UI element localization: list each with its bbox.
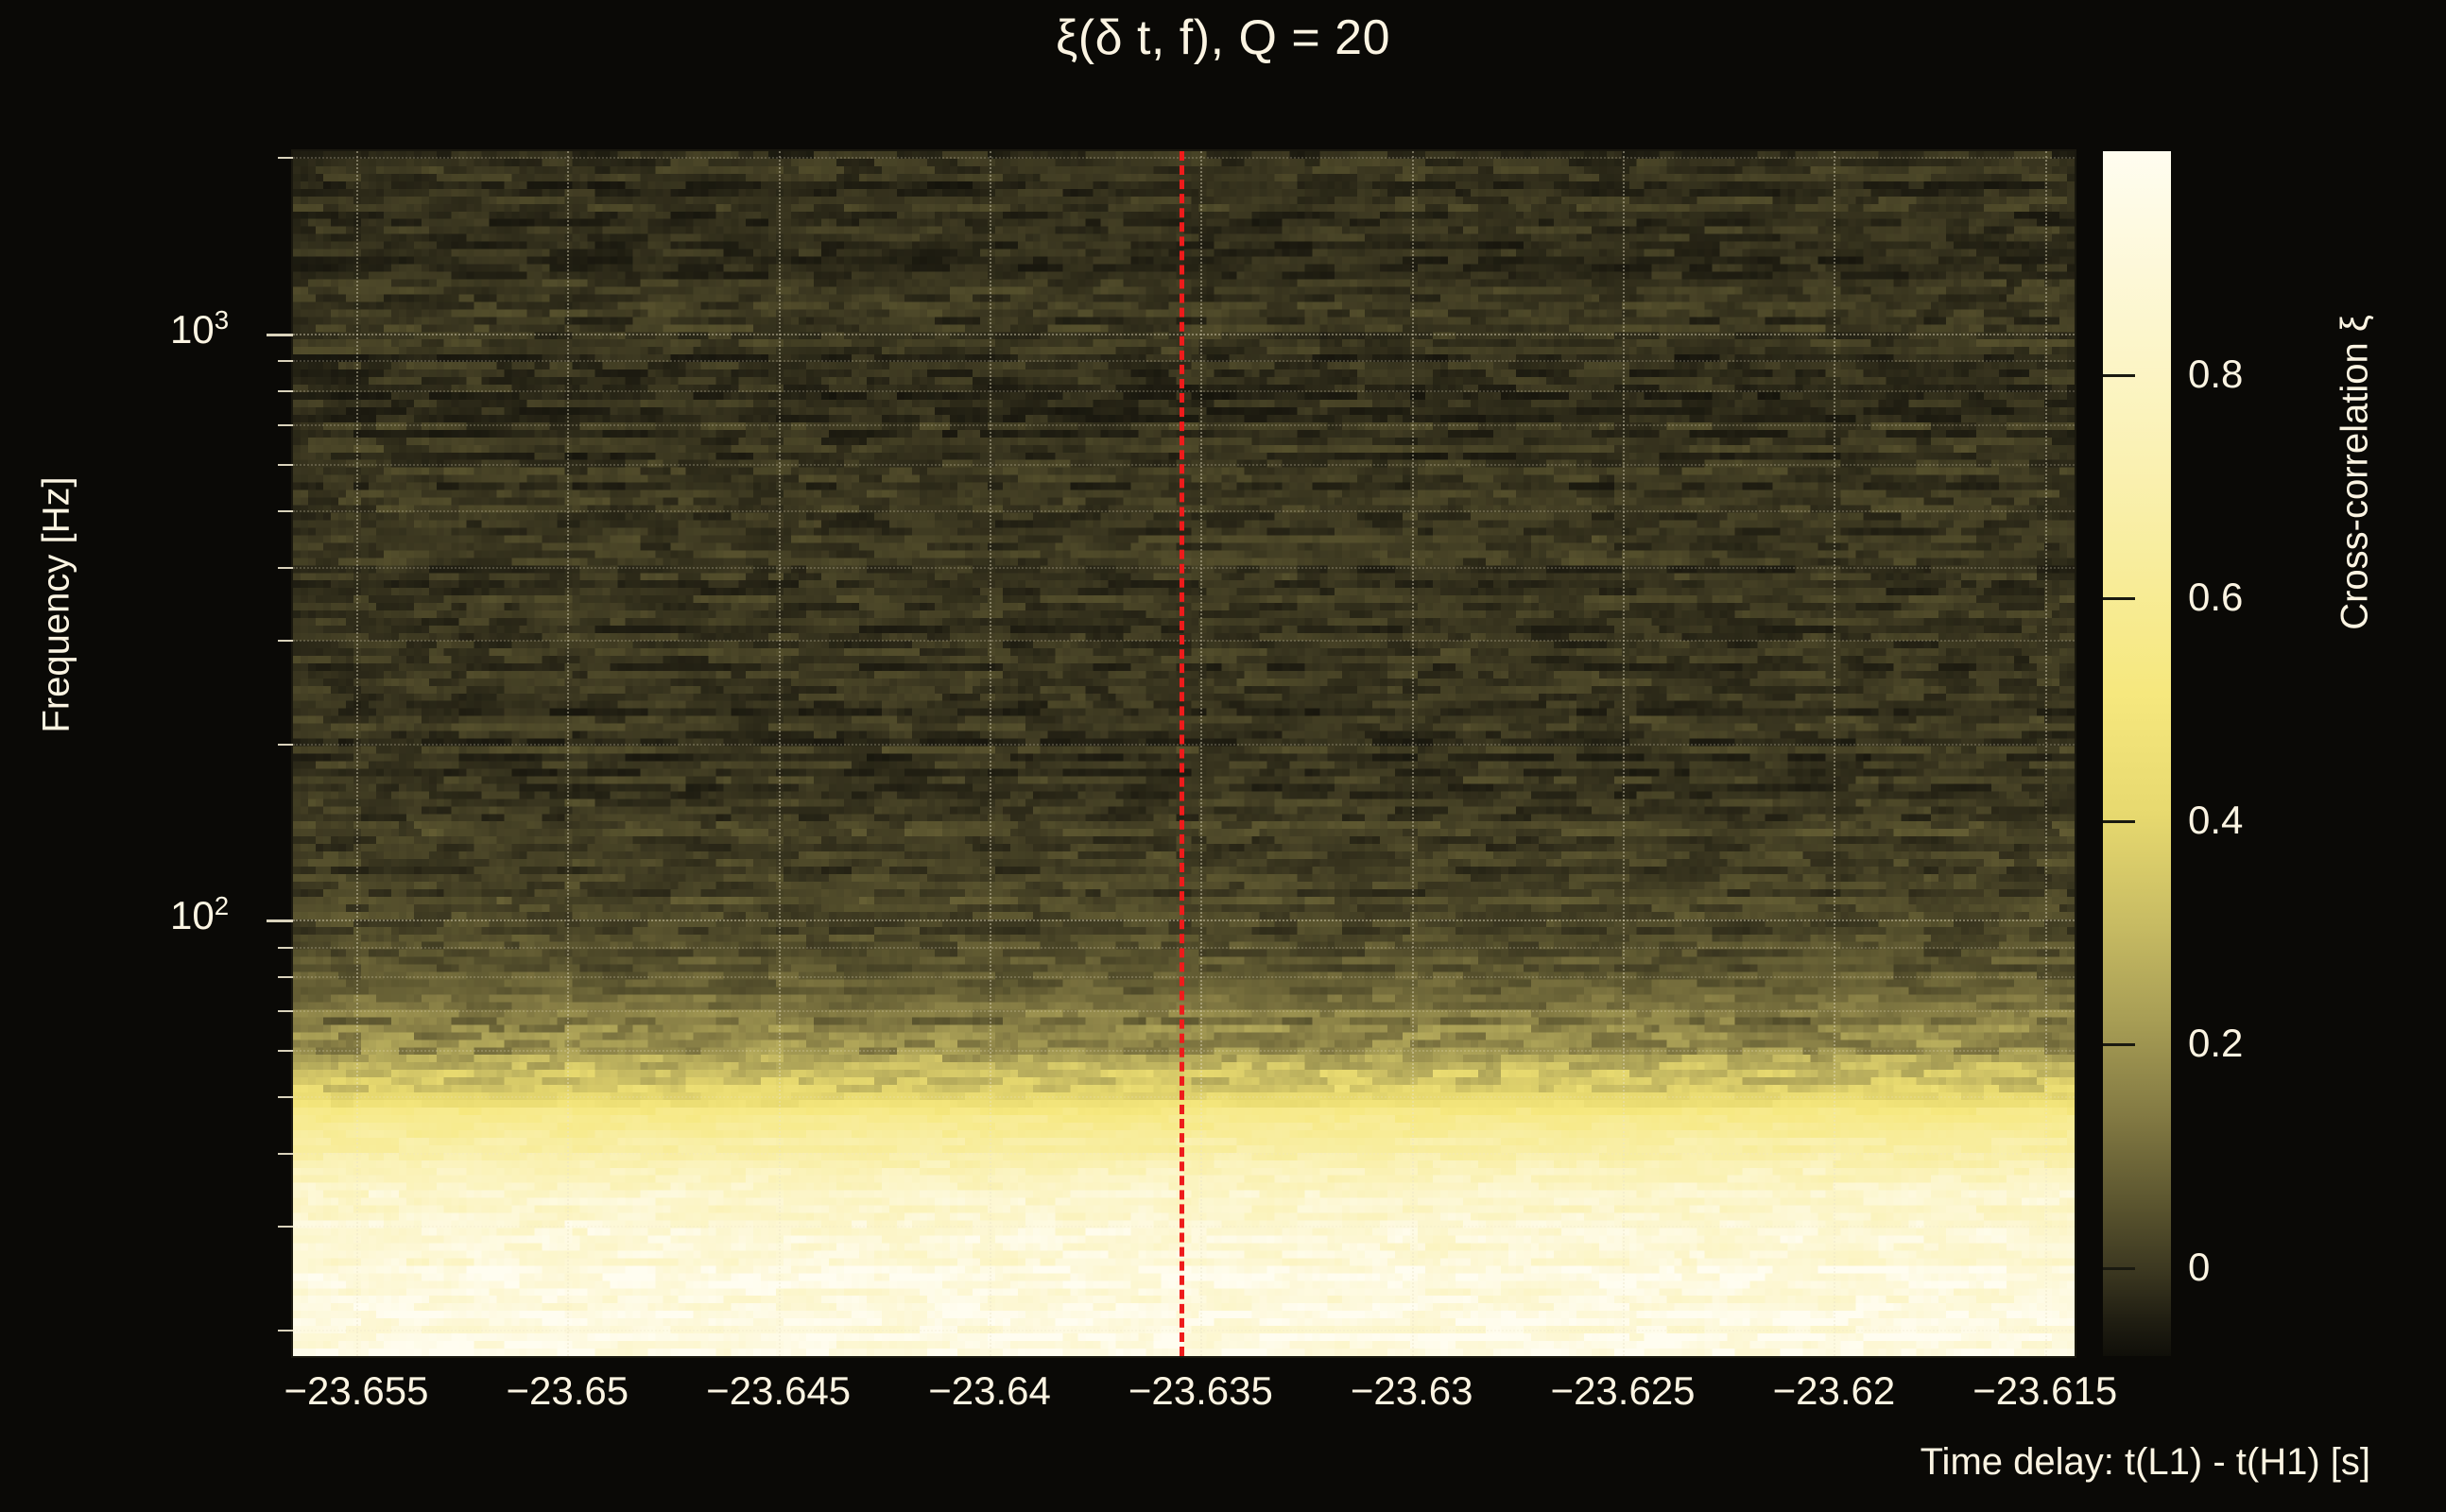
y-tick-mark-minor <box>278 919 293 922</box>
colorbar-tick-label: 0.8 <box>2188 352 2244 397</box>
colorbar-title: Cross-correlation ξ <box>2334 315 2376 630</box>
y-tick-mark-minor <box>278 463 293 466</box>
y-tick-mark-minor <box>278 1226 293 1228</box>
colorbar-tick-label: 0.6 <box>2188 575 2244 620</box>
y-tick-mark-minor <box>278 976 293 979</box>
y-tick-exponent: 3 <box>214 305 230 335</box>
x-tick-label: −23.635 <box>1128 1368 1273 1413</box>
colorbar-tick-mark <box>2103 1266 2135 1270</box>
x-tick-label: −23.625 <box>1550 1368 1696 1413</box>
x-tick-label: −23.615 <box>1972 1368 2118 1413</box>
colorbar-tick-label: 0 <box>2188 1244 2211 1289</box>
x-tick-label: −23.655 <box>284 1368 429 1413</box>
y-tick-mantissa: 10 <box>170 893 215 938</box>
y-tick-mark-minor <box>278 566 293 569</box>
y-tick-mantissa: 10 <box>170 307 215 352</box>
y-tick-mark-minor <box>278 1329 293 1332</box>
x-tick-label: −23.63 <box>1350 1368 1473 1413</box>
y-axis-label: Frequency [Hz] <box>35 476 78 733</box>
y-tick-mark-minor <box>278 334 293 336</box>
y-tick-mark-minor <box>278 1152 293 1155</box>
y-tick-mark-minor <box>278 424 293 427</box>
heatmap-image <box>293 151 2075 1356</box>
y-tick-mark-minor <box>278 1049 293 1052</box>
y-tick-label: 103 <box>170 305 229 352</box>
heatmap-plot-area[interactable] <box>293 151 2075 1356</box>
y-tick-mark-minor <box>278 640 293 643</box>
colorbar-tick-mark <box>2103 374 2135 378</box>
y-tick-mark-minor <box>278 946 293 949</box>
x-tick-label: −23.64 <box>928 1368 1051 1413</box>
colorbar-tick-mark <box>2103 597 2135 601</box>
y-tick-mark-minor <box>278 390 293 393</box>
x-axis-label: Time delay: t(L1) - t(H1) [s] <box>1920 1441 2370 1483</box>
colorbar-tick-label: 0.4 <box>2188 798 2244 843</box>
y-tick-mark-minor <box>278 1010 293 1013</box>
y-tick-label: 102 <box>170 891 229 938</box>
y-tick-mark-minor <box>278 509 293 512</box>
x-tick-label: −23.65 <box>506 1368 629 1413</box>
y-tick-mark-minor <box>278 360 293 363</box>
y-tick-exponent: 2 <box>214 891 230 921</box>
colorbar[interactable] <box>2103 151 2171 1356</box>
colorbar-tick-label: 0.2 <box>2188 1021 2244 1066</box>
y-tick-mark-minor <box>278 1095 293 1098</box>
page-title: ξ(δ t, f), Q = 20 <box>1055 10 1391 65</box>
colorbar-tick-mark <box>2103 820 2135 824</box>
y-tick-mark-minor <box>278 743 293 746</box>
x-tick-label: −23.62 <box>1772 1368 1896 1413</box>
y-tick-mark-minor <box>278 157 293 160</box>
x-tick-label: −23.645 <box>706 1368 852 1413</box>
colorbar-tick-mark <box>2103 1043 2135 1047</box>
